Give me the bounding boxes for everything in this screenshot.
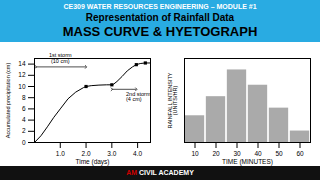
html-text:CE309 WATER RESOURCES ENGINEER: CE309 WATER RESOURCES ENGINEERING – MODU…	[63, 3, 257, 10]
html-text:MASS CURVE & HYETOGRAPH: MASS CURVE & HYETOGRAPH	[62, 24, 258, 39]
svg-text:4.0: 4.0	[133, 150, 142, 157]
svg-text:2: 2	[22, 127, 26, 134]
svg-text:RAINFALL INTENSITY(UNITS/HR): RAINFALL INTENSITY(UNITS/HR)	[167, 72, 179, 128]
svg-text:12: 12	[18, 71, 26, 78]
svg-text:30: 30	[233, 150, 241, 157]
svg-text:10: 10	[191, 150, 199, 157]
svg-text:14: 14	[18, 60, 26, 67]
svg-text:10: 10	[18, 83, 26, 90]
html-text:AM CIVIL ACADEMY: AM CIVIL ACADEMY	[126, 169, 194, 176]
svg-text:TIME (MINUTES): TIME (MINUTES)	[222, 158, 273, 166]
svg-text:1st storm(10 cm): 1st storm(10 cm)	[49, 52, 72, 64]
svg-text:4: 4	[22, 116, 26, 123]
html-text:Representation of Rainfall Dat: Representation of Rainfall Data	[85, 12, 235, 23]
svg-text:20: 20	[212, 150, 220, 157]
svg-text:2nd storm(4 cm): 2nd storm(4 cm)	[126, 91, 151, 103]
svg-text:60: 60	[296, 150, 304, 157]
svg-text:6: 6	[22, 105, 26, 112]
svg-text:50: 50	[275, 150, 283, 157]
svg-text:1.0: 1.0	[56, 150, 65, 157]
svg-text:Accumulated precipitation (cm): Accumulated precipitation (cm)	[5, 63, 11, 139]
svg-text:40: 40	[254, 150, 262, 157]
svg-text:2.0: 2.0	[82, 150, 91, 157]
svg-text:Time (days): Time (days)	[75, 158, 109, 166]
svg-text:0: 0	[22, 139, 26, 146]
svg-text:3.0: 3.0	[107, 150, 116, 157]
svg-text:8: 8	[22, 94, 26, 101]
